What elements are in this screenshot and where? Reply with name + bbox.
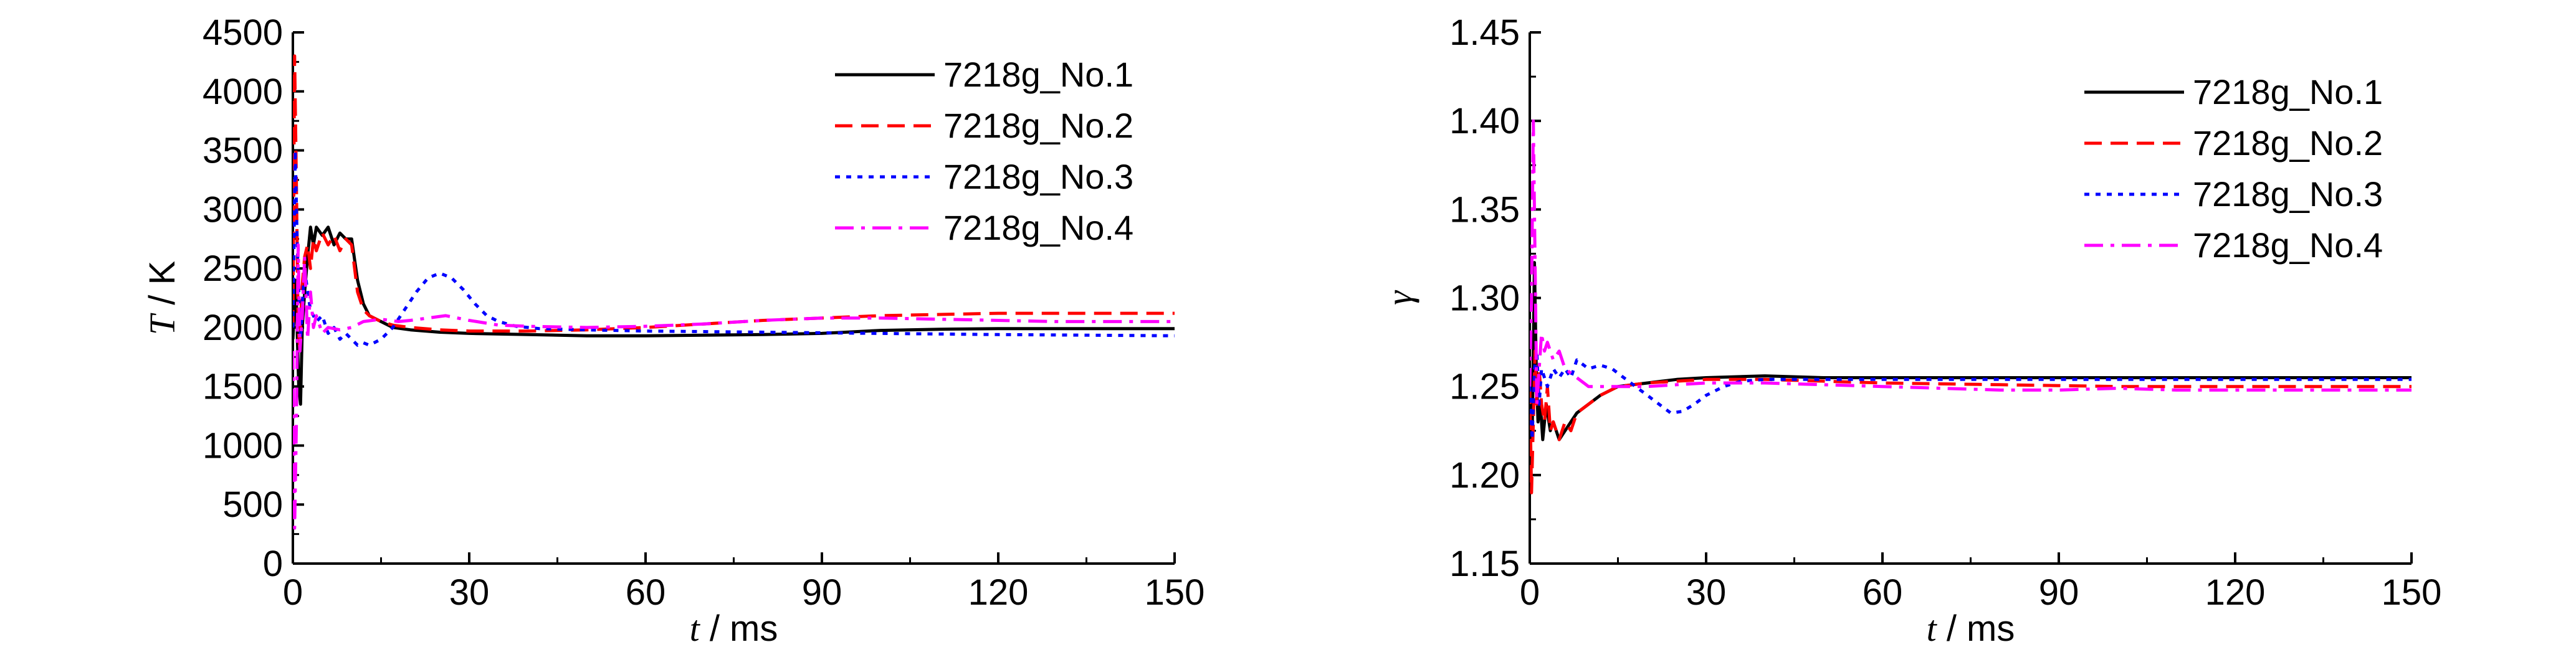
x-tick-label: 30 bbox=[1686, 572, 1727, 613]
x-tick-label: 120 bbox=[968, 572, 1029, 613]
y-tick-label: 2500 bbox=[203, 248, 283, 289]
x-tick-label: 30 bbox=[449, 572, 490, 613]
series-line-2 bbox=[1530, 349, 2411, 494]
x-tick-label: 150 bbox=[2382, 572, 2442, 613]
series-line-1 bbox=[293, 225, 1175, 406]
x-tick-label: 0 bbox=[283, 572, 303, 613]
legend-label-1: 7218g_No.1 bbox=[2193, 72, 2383, 111]
x-tick-label: 120 bbox=[2205, 572, 2266, 613]
x-axis-label: t / ms bbox=[1927, 608, 2015, 647]
y-tick-label: 1.15 bbox=[1449, 544, 1520, 584]
y-tick-label: 4500 bbox=[203, 12, 283, 53]
y-tick-label: 1.35 bbox=[1449, 189, 1520, 230]
x-tick-label: 150 bbox=[1145, 572, 1205, 613]
y-tick-label: 1.20 bbox=[1449, 455, 1520, 496]
legend-label-1: 7218g_No.1 bbox=[943, 55, 1133, 94]
y-tick-label: 1.25 bbox=[1449, 367, 1520, 407]
y-tick-label: 3000 bbox=[203, 189, 283, 230]
y-tick-label: 500 bbox=[222, 484, 283, 525]
y-axis-label: γ bbox=[1379, 290, 1419, 305]
legend-label-4: 7218g_No.4 bbox=[2193, 225, 2383, 265]
legend-label-4: 7218g_No.4 bbox=[943, 208, 1133, 247]
y-tick-label: 1.45 bbox=[1449, 12, 1520, 53]
y-tick-label: 3500 bbox=[203, 131, 283, 171]
y-tick-label: 1.40 bbox=[1449, 101, 1520, 141]
y-tick-label: 0 bbox=[263, 544, 283, 584]
series-line-1 bbox=[1530, 261, 2411, 442]
series-line-4 bbox=[293, 243, 1175, 530]
y-tick-label: 1500 bbox=[203, 367, 283, 407]
plot-area bbox=[293, 54, 1175, 530]
legend-label-2: 7218g_No.2 bbox=[943, 106, 1133, 145]
chart-gamma: 1.15 1.20 1.25 1.30 1.35 1.40 1.45 0 30 60 90 120 15… bbox=[1379, 12, 2441, 647]
plot-area bbox=[1530, 119, 2411, 494]
y-tick-label: 1.30 bbox=[1449, 278, 1520, 319]
series-line-3 bbox=[1530, 349, 2411, 442]
x-tick-label: 90 bbox=[2039, 572, 2079, 613]
x-tick-label: 90 bbox=[802, 572, 842, 613]
series-line-4 bbox=[1530, 119, 2411, 406]
x-tick-label: 0 bbox=[1520, 572, 1540, 613]
legend-label-2: 7218g_No.2 bbox=[2193, 123, 2383, 163]
y-axis-label: T / K bbox=[142, 261, 183, 336]
x-tick-label: 60 bbox=[1863, 572, 1903, 613]
legend-label-3: 7218g_No.3 bbox=[2193, 174, 2383, 214]
series-line-2 bbox=[293, 54, 1175, 353]
x-axis-label: t / ms bbox=[690, 608, 778, 647]
legend-label-3: 7218g_No.3 bbox=[943, 157, 1133, 196]
y-tick-label: 4000 bbox=[203, 72, 283, 112]
chart-temperature: 0 500 1000 1500 2000 2500 3000 3500 4000 4500 0 30 6… bbox=[142, 12, 1205, 647]
y-tick-label: 2000 bbox=[203, 308, 283, 348]
y-tick-label: 1000 bbox=[203, 425, 283, 466]
x-tick-label: 60 bbox=[626, 572, 666, 613]
